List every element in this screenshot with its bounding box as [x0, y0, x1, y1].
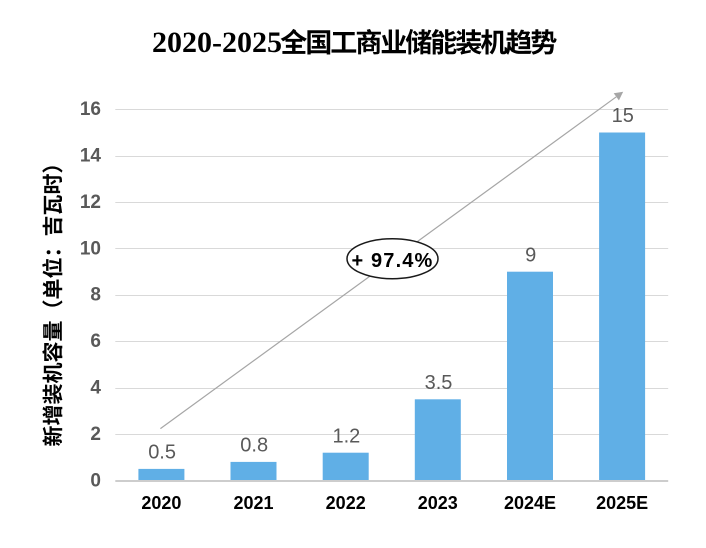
svg-text:16: 16	[80, 99, 101, 120]
svg-text:12: 12	[80, 192, 101, 213]
svg-text:2020-2025: 2020-2025	[152, 26, 282, 59]
svg-text:10: 10	[80, 238, 101, 259]
svg-text:0.5: 0.5	[148, 442, 176, 464]
svg-text:+ 97.4%: + 97.4%	[352, 250, 434, 272]
svg-text:2023: 2023	[418, 493, 458, 513]
svg-text:14: 14	[80, 146, 102, 167]
svg-text:9: 9	[525, 244, 536, 266]
svg-text:6: 6	[90, 331, 101, 352]
svg-text:2022: 2022	[326, 493, 366, 513]
svg-text:0.8: 0.8	[240, 435, 268, 457]
svg-text:4: 4	[90, 378, 101, 399]
svg-text:0: 0	[90, 470, 101, 491]
svg-text:8: 8	[90, 285, 101, 306]
svg-text:1.2: 1.2	[332, 425, 360, 447]
svg-text:2020: 2020	[141, 493, 181, 513]
svg-text:2: 2	[90, 424, 101, 445]
svg-text:2025E: 2025E	[596, 493, 648, 513]
svg-text:2021: 2021	[233, 493, 273, 513]
svg-text:15: 15	[612, 105, 634, 127]
svg-text:2024E: 2024E	[504, 493, 556, 513]
svg-text:3.5: 3.5	[425, 372, 453, 394]
